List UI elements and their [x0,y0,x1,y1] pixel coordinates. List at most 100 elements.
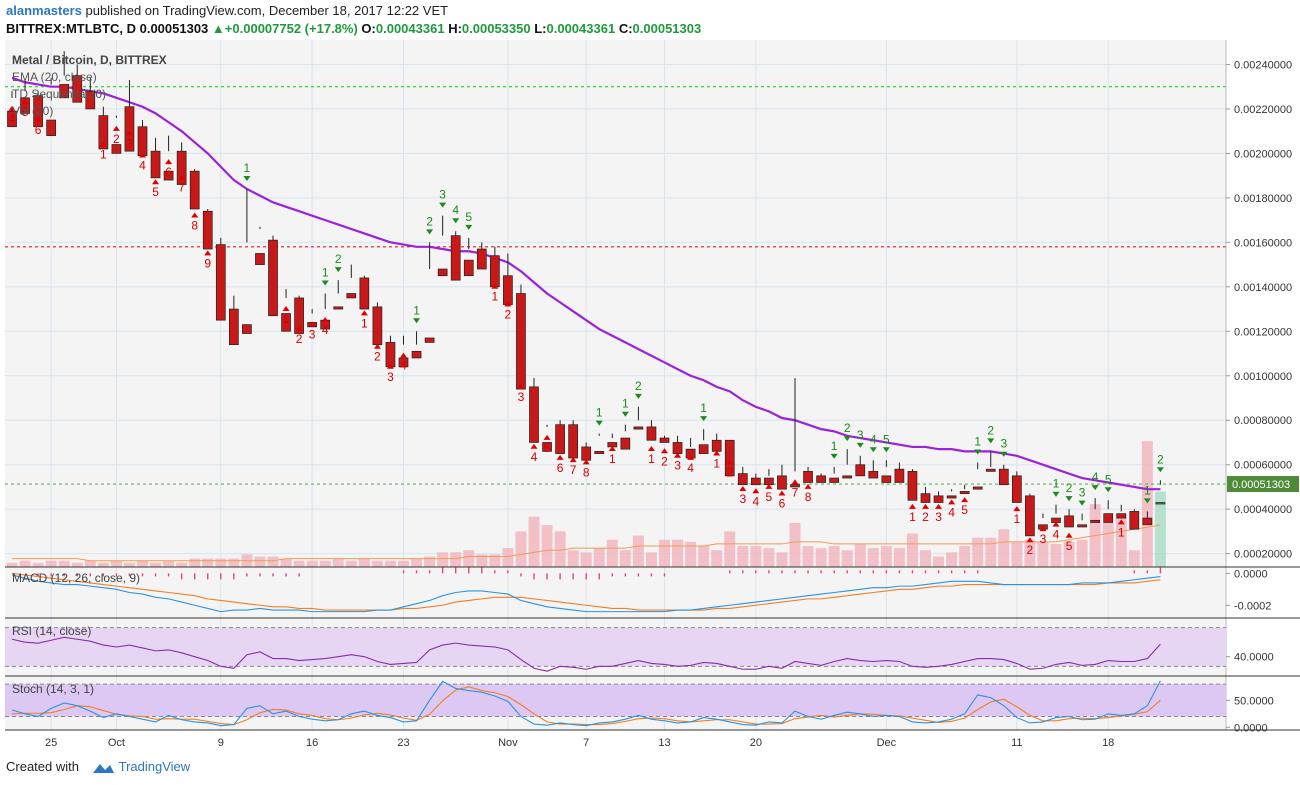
candle-down [620,437,631,450]
time-axis-label: 20 [750,737,762,749]
volume-bar [202,558,214,567]
time-axis-label: 11 [1011,737,1022,749]
td-sell-count: 3 [1000,437,1007,451]
volume-bar [619,550,631,567]
td-buy-arrow [608,446,616,452]
volume-bar [659,539,670,567]
candle-down [72,75,83,103]
rsi-tick-label: 40.0000 [1234,652,1274,664]
candle-up [1155,502,1166,505]
td-buy-count: 7 [792,485,799,499]
td-buy-arrow [569,457,577,463]
td-sell-arrow [869,447,877,453]
tradingview-link[interactable]: TradingView [118,759,191,774]
td-buy-count: 1 [909,510,916,524]
volume-bar [345,560,357,567]
volume-bar [645,552,657,567]
candle-down [829,477,840,483]
open-label: O: [361,21,376,36]
td-sell-arrow [1078,500,1086,506]
candle-down [633,426,644,430]
td-buy-count: 4 [400,359,407,373]
td-buy-count: 3 [739,492,746,506]
volume-bar [867,548,879,567]
candle-down [998,468,1009,486]
tradingview-logo-icon [92,763,114,773]
td-buy-arrow [125,130,133,136]
time-axis-label: Nov [498,737,518,749]
macd-label: MACD (12, 26, close, 9) [12,571,140,585]
candle-down [215,244,226,321]
candle-down [346,293,357,299]
td-buy-count: 4 [753,494,760,508]
td-sell-arrow [1104,487,1112,493]
td-buy-count: 9 [204,256,211,270]
candle-down [372,306,383,345]
td-buy-count: 2 [296,332,303,346]
low-value: 0.00043361 [546,21,616,36]
candle-down [437,268,448,277]
candle-down [1011,475,1022,503]
td-buy-arrow [739,486,747,492]
td-sell-count: 2 [1157,452,1164,466]
candle-down [503,275,513,305]
candle-down [868,471,879,479]
td-sell-arrow [621,411,629,417]
td-buy-arrow [726,459,734,465]
td-sell-count: 5 [1105,472,1112,486]
candle-down [907,471,918,501]
volume-bar [515,531,527,567]
td-buy-count: 8 [583,465,590,479]
volume-bar [698,546,710,567]
candle-down [398,357,409,368]
td-sell-arrow [452,218,460,224]
stoch-d-line [11,686,1161,726]
td-buy-arrow [386,363,394,369]
td-buy-count: 3 [935,510,942,524]
low-label: L: [534,21,547,36]
candle-down [946,495,957,499]
td-buy-arrow [491,283,499,289]
footer: Created with TradingView [6,759,190,775]
volume-bar [920,550,931,567]
td-buy-arrow [1052,521,1060,527]
candle-down [1142,517,1153,526]
td-sell-count: 2 [635,379,642,393]
volume-bar [541,525,553,567]
time-axis-label: 16 [306,737,318,749]
time-axis-label: Dec [877,737,897,749]
td-buy-arrow [687,454,695,460]
candle-down [59,84,70,99]
last-price-label: 0.00051303 [1232,479,1290,491]
author-link[interactable]: alanmasters [6,3,82,18]
td-buy-count: 4 [322,323,329,337]
symbol-bar: BITTREX:MTLBTC, D 0.00051303 ▲+0.0000775… [6,21,701,36]
volume-bar [1115,514,1127,567]
volume-bar [319,560,331,567]
td-sell-count: 1 [596,406,603,420]
candle-down [698,444,709,454]
td-buy-arrow [674,452,682,458]
candle-down [985,468,996,472]
candle-down [1090,519,1101,523]
volume-bar [84,560,96,567]
td-sell-arrow [1156,467,1164,473]
volume-bar [606,539,618,567]
candle-down [920,493,931,503]
candle-down [711,439,722,452]
td-sell-count: 2 [426,214,433,228]
td-buy-count: 5 [961,503,968,517]
macd-line [11,574,1161,613]
price-tick-label: 0.00080000 [1234,415,1292,427]
volume-bar [450,552,462,567]
td-buy-count: 5 [152,185,159,199]
volume-bar [45,560,57,567]
legend-volume: Vol (20) [12,104,53,118]
candle-down [516,293,526,390]
td-sell-arrow [700,416,708,422]
td-sell-count: 4 [870,432,877,446]
candle-down [777,475,787,490]
candle-down [894,468,905,483]
td-sell-count: 5 [465,210,472,224]
